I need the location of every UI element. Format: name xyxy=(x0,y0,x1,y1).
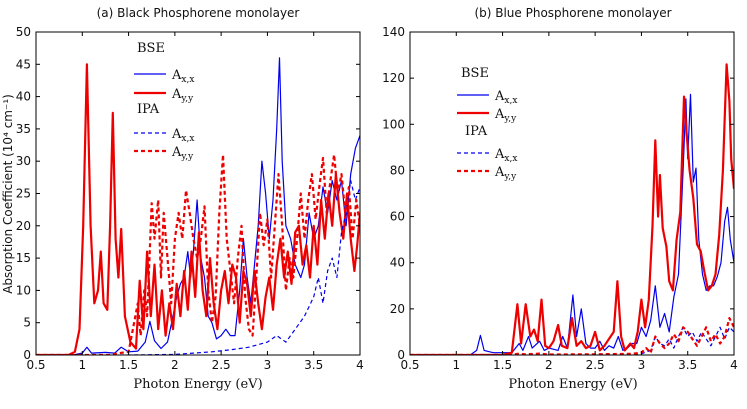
x-axis-label-a: Photon Energy (eV) xyxy=(133,377,262,392)
chart-title-a: (a) Black Phosphorene monolayer xyxy=(97,6,300,20)
x-tick-label-b: 2.5 xyxy=(586,358,605,372)
y-tick-label-b: 140 xyxy=(382,25,405,39)
x-tick-label-b: 4 xyxy=(730,358,738,372)
x-tick-label-b: 2 xyxy=(545,358,553,372)
legend-label-a: Ay,y xyxy=(171,87,194,104)
y-tick-label-a: 25 xyxy=(16,187,31,201)
x-tick-label-b: 1.5 xyxy=(493,358,512,372)
y-tick-label-b: 60 xyxy=(390,210,405,224)
legend-label-b: Ay,y xyxy=(494,165,517,182)
panel-black-phosphorene: (a) Black Phosphorene monolayer Absorpti… xyxy=(1,6,364,392)
x-tick-label-a: 4 xyxy=(356,358,364,372)
series-line-a-ipa-a-yy xyxy=(36,153,360,355)
x-tick-label-a: 3 xyxy=(264,358,272,372)
y-tick-label-b: 120 xyxy=(382,71,405,85)
series-line-b-bse-a-yy xyxy=(410,63,734,355)
y-tick-label-a: 15 xyxy=(16,251,31,265)
x-tick-label-a: 2 xyxy=(171,358,179,372)
y-tick-label-b: 20 xyxy=(390,302,405,316)
x-tick-label-a: 0.5 xyxy=(26,358,45,372)
y-axis-label-a: Absorption Coefficient (10⁴ cm⁻¹) xyxy=(1,94,15,294)
y-tick-label-a: 45 xyxy=(16,57,31,71)
legend-header-bse-a: BSE xyxy=(137,41,165,56)
legend-label-b: Ax,x xyxy=(494,147,517,164)
legend-label-a: Ax,x xyxy=(171,127,194,144)
plot-frame-b xyxy=(409,31,735,356)
x-tick-label-a: 3.5 xyxy=(304,358,323,372)
legend-label-a: Ay,y xyxy=(171,145,194,162)
legend-label-b: Ax,x xyxy=(494,89,517,106)
legend-header-bse-b: BSE xyxy=(461,66,489,81)
y-tick-label-a: 0 xyxy=(23,348,31,362)
x-tick-label-a: 2.5 xyxy=(212,358,231,372)
series-line-b-ipa-a-yy xyxy=(410,317,734,355)
y-tick-label-b: 40 xyxy=(390,256,405,270)
x-tick-label-b: 0.5 xyxy=(400,358,419,372)
series-line-b-bse-a-xx xyxy=(410,93,734,355)
x-tick-label-a: 1.5 xyxy=(119,358,138,372)
x-tick-label-b: 3.5 xyxy=(678,358,697,372)
legend-label-b: Ay,y xyxy=(494,107,517,124)
legend-header-ipa-a: IPA xyxy=(137,102,160,117)
chart-title-b: (b) Blue Phosphorene monolayer xyxy=(474,6,671,20)
y-tick-label-b: 80 xyxy=(390,163,405,177)
x-tick-label-b: 3 xyxy=(638,358,646,372)
y-tick-label-a: 50 xyxy=(16,25,31,39)
y-tick-label-a: 35 xyxy=(16,122,31,136)
series-line-b-ipa-a-xx xyxy=(410,326,734,355)
y-tick-label-a: 10 xyxy=(16,283,31,297)
legend-label-a: Ax,x xyxy=(171,68,194,85)
legend-header-ipa-b: IPA xyxy=(465,124,488,139)
y-tick-label-a: 20 xyxy=(16,219,31,233)
x-axis-label-b: Photon Energy (eV) xyxy=(508,377,637,392)
y-tick-label-a: 30 xyxy=(16,154,31,168)
x-tick-label-a: 1 xyxy=(78,358,86,372)
y-tick-label-b: 0 xyxy=(397,348,405,362)
series-group-a xyxy=(36,57,360,355)
y-tick-label-a: 40 xyxy=(16,90,31,104)
x-tick-label-b: 1 xyxy=(452,358,460,372)
y-tick-label-b: 100 xyxy=(382,117,405,131)
series-line-a-ipa-a-xx xyxy=(36,180,360,355)
series-group-b xyxy=(410,63,734,355)
y-tick-label-a: 5 xyxy=(23,316,31,330)
panel-blue-phosphorene: (b) Blue Phosphorene monolayer Photon En… xyxy=(382,6,738,392)
